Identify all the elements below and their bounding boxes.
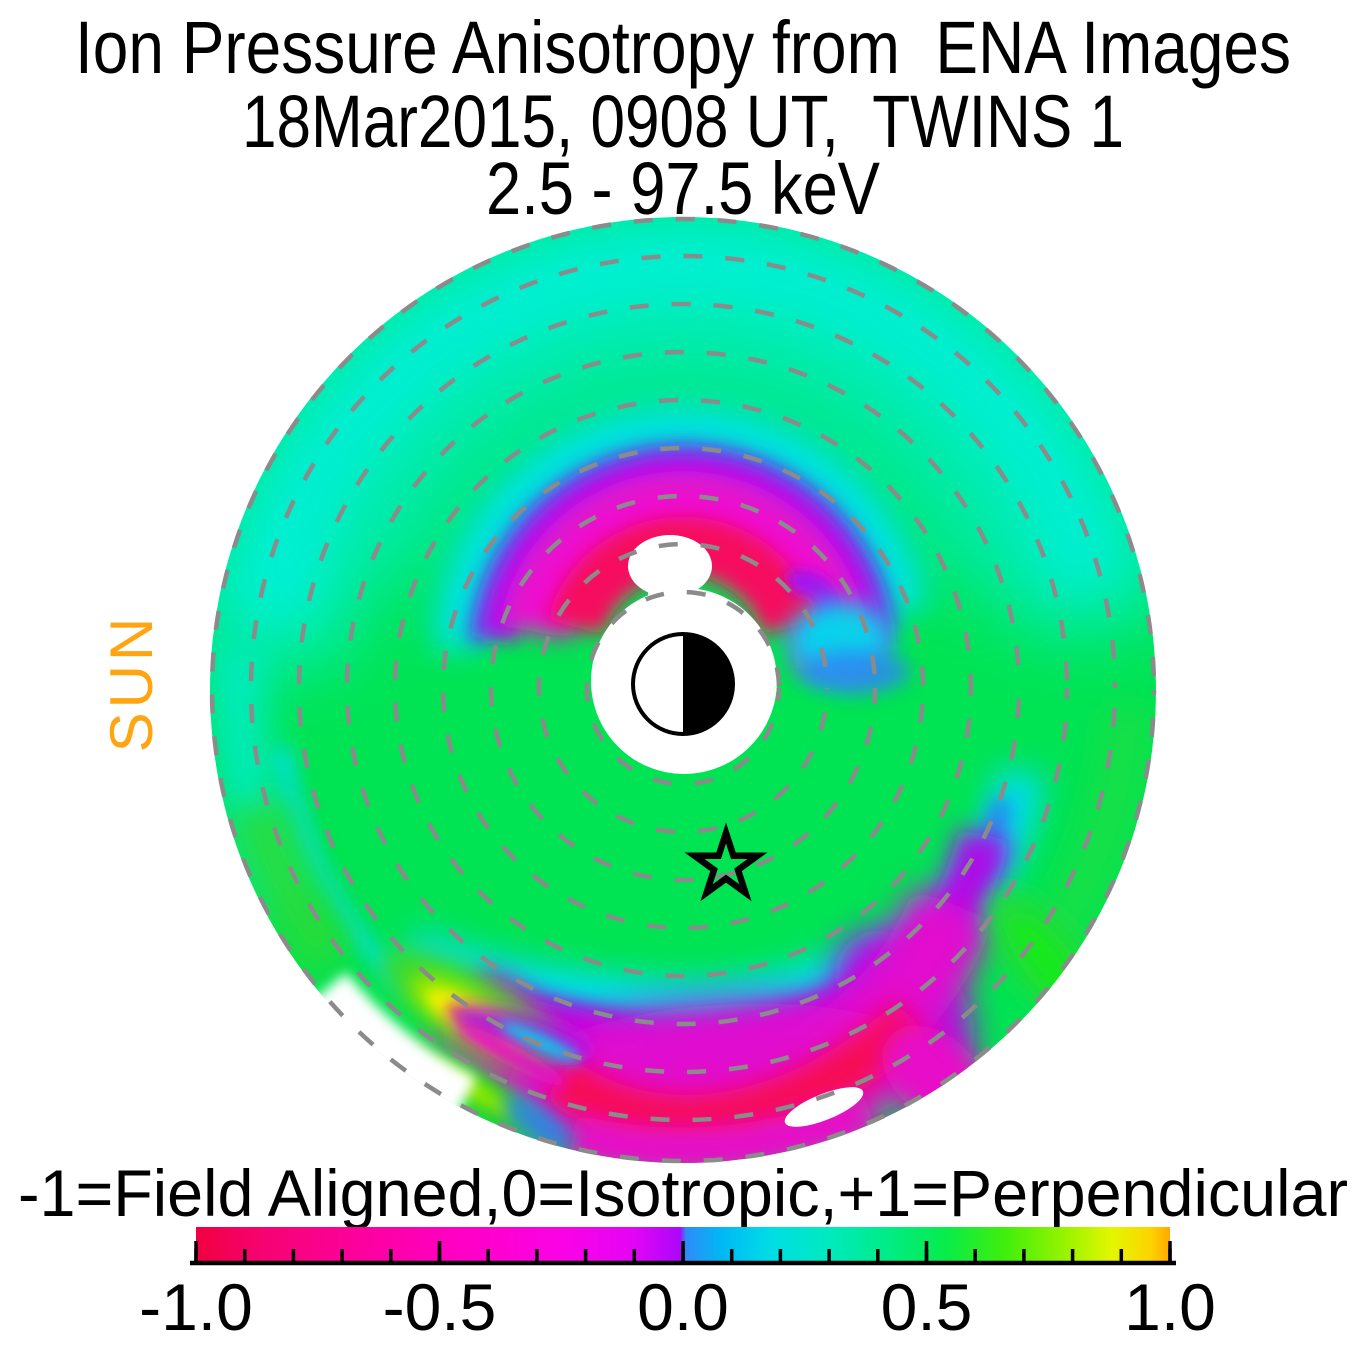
l-shell-grid [209, 216, 1157, 1164]
l-shell-ring [536, 541, 830, 835]
colorbar-tick-label: -1.0 [139, 1270, 253, 1344]
colorbar-caption: -1=Field Aligned,0=Isotropic,+1=Perpendi… [18, 1156, 1348, 1230]
earth-symbol [631, 632, 735, 736]
title-block: Ion Pressure Anisotropy from ENA Images … [75, 6, 1291, 230]
star-marker [684, 822, 768, 902]
colorbar-tick-label: -0.5 [383, 1270, 497, 1344]
title-line-3: 2.5 - 97.5 keV [486, 147, 881, 230]
l-shell-ring [488, 493, 878, 883]
title-line-1: Ion Pressure Anisotropy from ENA Images [75, 6, 1291, 89]
colorbar-tick-label: 0.0 [637, 1270, 729, 1344]
colorbar-tick-labels: -1.0 -0.5 0.0 0.5 1.0 [139, 1270, 1216, 1344]
colorbar: -1=Field Aligned,0=Isotropic,+1=Perpendi… [18, 1156, 1348, 1344]
l-shell-ring [296, 301, 1070, 1075]
map-boundary-ring [209, 216, 1157, 1164]
colorbar-tick-label: 1.0 [1124, 1270, 1216, 1344]
title-line-2: 18Mar2015, 0908 UT, TWINS 1 [242, 80, 1124, 163]
l-shell-ring [584, 589, 782, 787]
l-shell-ring [392, 397, 974, 979]
l-shell-ring [344, 349, 1022, 1027]
field-sunward-cyan [210, 217, 1156, 995]
colorbar-major-ticks [194, 1241, 1172, 1263]
colorbar-tick-label: 0.5 [881, 1270, 973, 1344]
sun-direction-label: SUN [98, 614, 165, 753]
earth-night-half [683, 634, 733, 734]
l-shell-ring [248, 253, 1118, 1123]
anisotropy-map [209, 216, 1157, 1164]
